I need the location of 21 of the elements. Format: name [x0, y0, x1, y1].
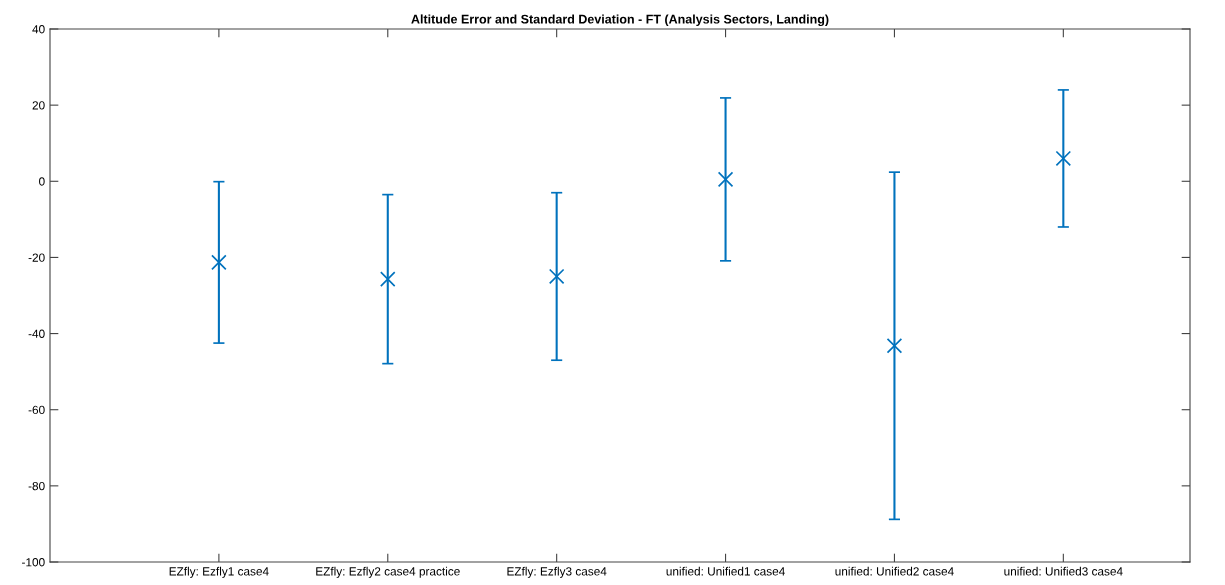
x-tick-label: EZfly: Ezfly1 case4	[169, 566, 269, 578]
x-tick-label: unified: Unified1 case4	[666, 566, 785, 576]
y-tick-label: -20	[28, 253, 45, 262]
x-tick-label: unified: Unified2 case4	[835, 566, 954, 576]
y-tick-label: -100	[22, 558, 45, 567]
chart-title: Altitude Error and Standard Deviation - FT (Analysis Sectors, Landing)	[411, 14, 829, 27]
point	[717, 171, 734, 188]
y-tick-label: -60	[28, 405, 45, 415]
x-tick-label: EZfly: Ezfly2 case4 practice	[316, 566, 460, 578]
y-tick-label: 0	[39, 177, 45, 186]
y-tick-label: -40	[28, 329, 45, 338]
point	[379, 271, 396, 287]
y-tick-label: 20	[32, 101, 45, 110]
point	[548, 268, 565, 285]
y-tick-label: 40	[32, 25, 45, 34]
point	[886, 337, 903, 354]
point	[1055, 150, 1072, 167]
y-tick-label: -80	[28, 481, 45, 491]
x-tick-label: unified: Unified3 case4	[1004, 566, 1123, 576]
x-tick-label: EZfly: Ezfly3 case4	[507, 566, 607, 578]
point	[211, 254, 227, 271]
